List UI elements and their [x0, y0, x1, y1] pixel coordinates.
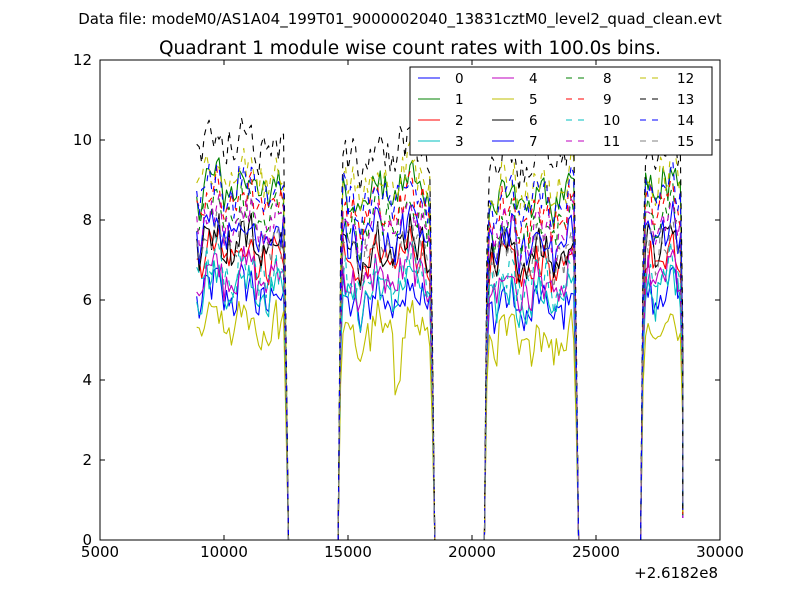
y-tick-label: 0	[82, 531, 92, 549]
series-line-8	[196, 181, 684, 541]
series-line-0	[196, 263, 684, 541]
x-tick-label: 5000	[81, 543, 119, 561]
figure-suptitle: Data file: modeM0/AS1A04_199T01_90000020…	[78, 10, 722, 29]
x-tick-label: 30000	[696, 543, 744, 561]
y-tick-label: 10	[73, 131, 92, 149]
series-line-11	[196, 194, 684, 541]
y-tick-label: 8	[82, 211, 92, 229]
legend-label-9: 9	[603, 92, 612, 108]
series-line-4	[196, 241, 684, 541]
series-line-14	[196, 161, 684, 541]
legend-label-6: 6	[529, 113, 538, 129]
legend-label-15: 15	[677, 134, 694, 150]
series-line-2	[196, 225, 684, 541]
legend-frame	[409, 66, 713, 156]
legend-label-5: 5	[529, 92, 538, 108]
legend-label-10: 10	[603, 113, 620, 129]
legend-label-8: 8	[603, 71, 612, 87]
legend-label-2: 2	[455, 113, 464, 129]
x-offset-label: +2.6182e8	[634, 564, 718, 582]
legend-label-4: 4	[529, 71, 538, 87]
legend-label-14: 14	[677, 113, 694, 129]
series-line-10	[196, 236, 684, 541]
legend-label-11: 11	[603, 134, 620, 150]
legend-label-0: 0	[455, 71, 464, 87]
chart-title: Quadrant 1 module wise count rates with …	[159, 38, 661, 59]
series-line-6	[196, 212, 684, 541]
legend-label-13: 13	[677, 92, 694, 108]
y-tick-label: 4	[82, 371, 92, 389]
series-line-9	[196, 166, 684, 541]
x-tick-label: 20000	[448, 543, 496, 561]
x-tick-label: 15000	[324, 543, 372, 561]
legend-label-1: 1	[455, 92, 464, 108]
series-line-15	[196, 210, 684, 541]
plot-frame	[99, 59, 721, 541]
series-line-5	[196, 299, 684, 541]
legend-label-12: 12	[677, 71, 694, 87]
x-tick-label: 10000	[200, 543, 248, 561]
legend-label-3: 3	[455, 134, 464, 150]
series-line-1	[196, 157, 684, 541]
y-tick-label: 12	[73, 51, 92, 69]
x-tick-label: 25000	[572, 543, 620, 561]
y-tick-label: 6	[82, 291, 92, 309]
legend-label-7: 7	[529, 134, 538, 150]
y-tick-label: 2	[82, 451, 92, 469]
series-line-3	[196, 260, 684, 541]
